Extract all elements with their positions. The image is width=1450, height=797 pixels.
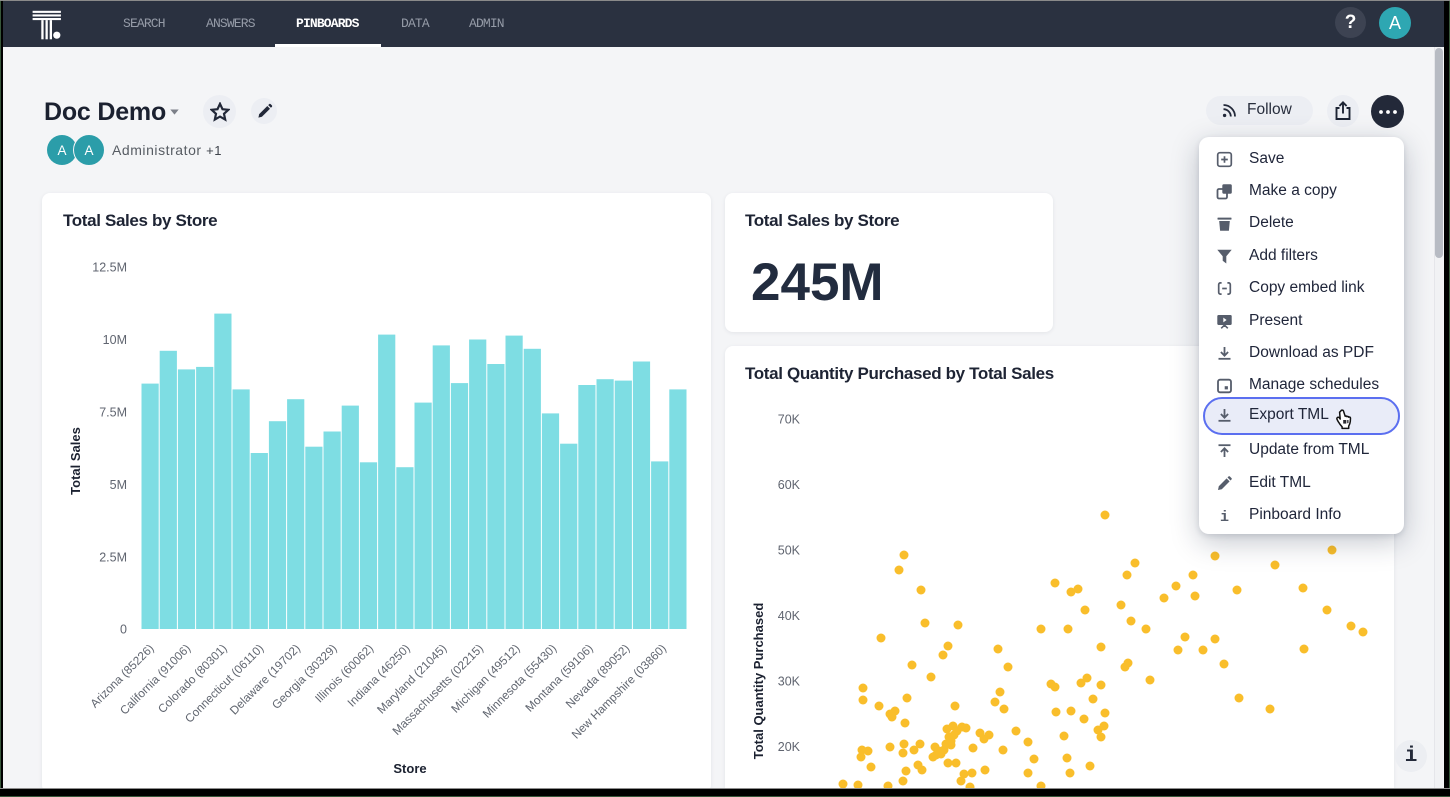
- svg-text:7.5M: 7.5M: [99, 406, 127, 420]
- svg-text:2.5M: 2.5M: [99, 551, 127, 565]
- svg-text:12.5M: 12.5M: [92, 261, 127, 275]
- svg-text:Arizona (85226): Arizona (85226): [87, 641, 156, 710]
- svg-text:10M: 10M: [103, 333, 127, 347]
- svg-text:Store: Store: [393, 761, 426, 776]
- svg-text:Nevada (89052): Nevada (89052): [563, 641, 633, 711]
- svg-text:20K: 20K: [778, 740, 801, 754]
- svg-text:40K: 40K: [778, 609, 801, 623]
- svg-text:60K: 60K: [778, 478, 801, 492]
- svg-text:Total Sales: Total Sales: [68, 427, 83, 495]
- svg-text:i: i: [1220, 509, 1229, 524]
- svg-text:Georgia (30329): Georgia (30329): [269, 641, 340, 712]
- svg-text:0: 0: [120, 623, 127, 637]
- svg-text:5M: 5M: [110, 478, 127, 492]
- svg-text:70K: 70K: [778, 413, 801, 427]
- svg-text:30K: 30K: [778, 675, 801, 689]
- svg-text:50K: 50K: [778, 544, 801, 558]
- svg-text:Total Quantity Purchased: Total Quantity Purchased: [751, 603, 766, 760]
